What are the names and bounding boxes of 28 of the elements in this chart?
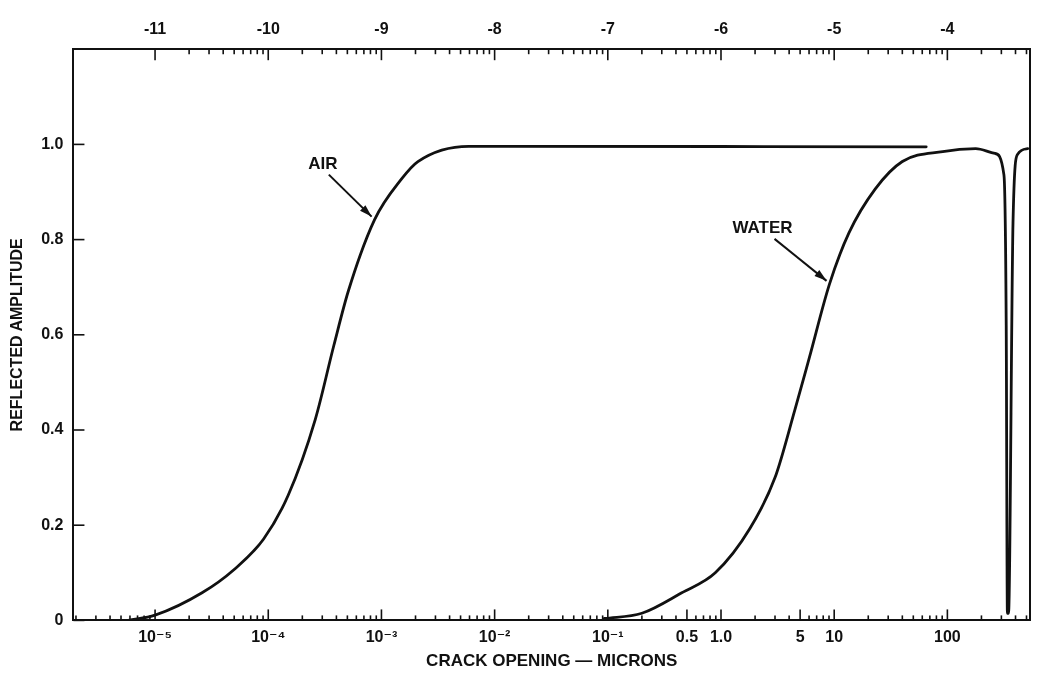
x2-tick-label: -5	[827, 20, 842, 38]
x2-tick-label: -6	[713, 20, 729, 38]
annotation: AIR	[308, 153, 338, 173]
x-tick-label: 5	[795, 628, 805, 646]
y-tick-label: 0.2	[41, 515, 64, 533]
x-tick-label: 10⁻⁴	[251, 628, 286, 646]
x-tick-label: 10⁻¹	[592, 628, 624, 646]
x2-tick-label: -7	[600, 20, 616, 38]
y-tick-label: 0.8	[41, 230, 64, 248]
annotation: WATER	[732, 217, 793, 237]
y-tick-label: 1.0	[41, 134, 64, 152]
x2-tick-label: -4	[940, 20, 955, 38]
x2-tick-label: -10	[256, 20, 280, 38]
y-axis-title: REFLECTED AMPLITUDE	[8, 237, 26, 432]
x-tick-label: 1.0	[709, 628, 733, 646]
x-tick-label: 10	[825, 628, 844, 646]
x-tick-label: 0.5	[675, 628, 699, 646]
x-tick-label: 10⁻³	[365, 628, 398, 646]
y-tick-label: 0.4	[41, 420, 64, 438]
x-tick-label: 100	[934, 628, 961, 646]
x-axis-title: CRACK OPENING — MICRONS	[426, 651, 678, 671]
y-tick-label: 0.6	[41, 325, 64, 343]
y-tick-label: 0	[54, 610, 64, 628]
x2-tick-label: -11	[143, 20, 167, 38]
x2-tick-label: -9	[374, 20, 389, 38]
x-tick-label: 10⁻²	[478, 628, 511, 646]
x2-tick-label: -8	[487, 20, 502, 38]
x-tick-label: 10⁻⁵	[138, 628, 172, 646]
